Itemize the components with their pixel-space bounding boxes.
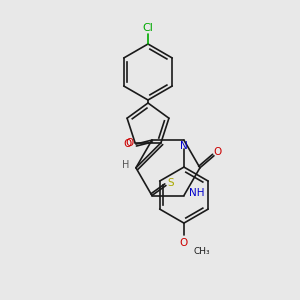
Text: O: O [214, 147, 222, 157]
Text: NH: NH [189, 188, 204, 197]
Text: N: N [180, 141, 188, 151]
Text: CH₃: CH₃ [194, 247, 211, 256]
Text: O: O [125, 138, 133, 148]
Text: Cl: Cl [142, 23, 153, 33]
Text: O: O [180, 238, 188, 248]
Text: H: H [122, 160, 130, 170]
Text: O: O [124, 139, 132, 149]
Text: S: S [168, 178, 174, 188]
